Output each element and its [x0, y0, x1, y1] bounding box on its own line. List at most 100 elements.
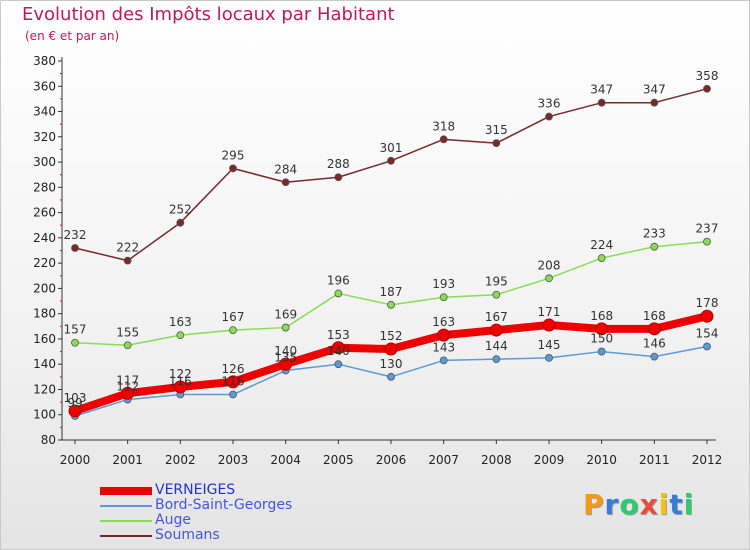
data-label: 347 [590, 83, 613, 97]
data-point [334, 289, 343, 298]
x-tick-label: 2009 [534, 453, 565, 467]
y-tick-label: 280 [33, 180, 56, 194]
data-point [703, 84, 711, 93]
y-tick-label: 200 [33, 281, 56, 295]
data-point [545, 112, 553, 121]
data-label: 168 [590, 309, 613, 323]
data-point [387, 372, 395, 381]
data-point [123, 256, 132, 265]
data-point [595, 322, 609, 336]
data-point [650, 98, 659, 107]
legend-swatch [100, 505, 152, 507]
data-point [439, 356, 448, 365]
chart-title: Evolution des Impôts locaux par Habitant [22, 4, 395, 25]
data-label: 116 [169, 375, 192, 389]
data-label: 135 [274, 351, 297, 365]
data-point [281, 323, 290, 332]
data-point [700, 309, 714, 323]
data-label: 155 [116, 325, 139, 339]
data-label: 347 [643, 83, 666, 97]
x-tick-label: 2007 [428, 453, 459, 467]
y-tick-label: 300 [33, 155, 56, 169]
data-point [545, 353, 553, 362]
data-point [492, 355, 501, 364]
data-label: 336 [538, 97, 561, 111]
data-point [173, 380, 187, 394]
data-label: 117 [116, 373, 139, 387]
data-point [489, 323, 503, 337]
x-tick-label: 2004 [270, 453, 301, 467]
x-tick-label: 2001 [112, 453, 143, 467]
data-label: 154 [696, 327, 719, 341]
proxiti-logo: Proxiti [583, 488, 695, 521]
data-label: 152 [380, 329, 403, 343]
data-point [71, 244, 79, 252]
data-label: 146 [643, 337, 666, 351]
legend-label: Bord-Saint-Georges [155, 497, 293, 513]
data-label: 284 [274, 162, 297, 176]
y-tick-label: 240 [33, 231, 56, 245]
legend-label: VERNEIGES [155, 482, 236, 498]
data-label: 157 [64, 323, 87, 337]
y-tick-label: 140 [33, 357, 56, 371]
y-tick-label: 320 [33, 130, 56, 144]
x-tick-label: 2011 [639, 453, 670, 467]
x-tick-label: 2006 [376, 453, 407, 467]
data-label: 232 [64, 228, 87, 242]
data-point [121, 386, 135, 400]
data-point [229, 390, 237, 399]
data-point [384, 342, 398, 356]
data-label: 193 [432, 277, 455, 291]
data-label: 126 [222, 362, 245, 376]
data-point [387, 300, 395, 309]
data-point [439, 135, 448, 144]
data-point [71, 338, 79, 347]
data-point [545, 274, 553, 283]
data-label: 318 [432, 119, 455, 133]
data-label: 130 [380, 357, 403, 371]
data-label: 358 [696, 69, 719, 83]
legend-label: Soumans [155, 527, 220, 543]
series-line-soumans [74, 88, 708, 262]
data-label: 99 [67, 396, 82, 410]
y-tick-label: 100 [33, 408, 56, 422]
y-tick-label: 80 [41, 433, 56, 447]
x-tick-label: 2003 [218, 453, 249, 467]
x-tick-label: 2005 [323, 453, 354, 467]
data-point [281, 178, 290, 187]
y-tick-label: 260 [33, 206, 56, 220]
y-tick-label: 180 [33, 307, 56, 321]
y-tick-label: 340 [33, 105, 56, 119]
data-point [334, 173, 343, 182]
legend-swatch [100, 487, 152, 495]
data-point [176, 218, 185, 227]
data-point [229, 326, 237, 334]
data-label: 167 [222, 310, 245, 324]
data-point [597, 98, 606, 107]
data-point [492, 290, 501, 299]
data-point [229, 164, 237, 173]
data-label: 288 [327, 157, 350, 171]
legend-label: Auge [155, 512, 191, 528]
data-label: 167 [485, 310, 508, 324]
data-point [331, 341, 345, 355]
data-label: 112 [116, 380, 139, 394]
data-label: 315 [485, 123, 508, 137]
data-label: 140 [274, 344, 297, 358]
y-tick-label: 360 [33, 79, 56, 93]
data-label: 233 [643, 227, 666, 241]
data-point [703, 237, 711, 246]
data-label: 122 [169, 367, 192, 381]
data-label: 178 [696, 296, 719, 310]
data-point [597, 347, 606, 356]
data-label: 168 [643, 309, 666, 323]
legend-swatch [100, 520, 152, 522]
data-point [542, 318, 556, 332]
data-point [647, 322, 661, 336]
data-label: 301 [380, 141, 403, 155]
data-point [650, 352, 659, 361]
x-tick-label: 2008 [481, 453, 512, 467]
x-tick-label: 2010 [586, 453, 617, 467]
data-label: 195 [485, 275, 508, 289]
